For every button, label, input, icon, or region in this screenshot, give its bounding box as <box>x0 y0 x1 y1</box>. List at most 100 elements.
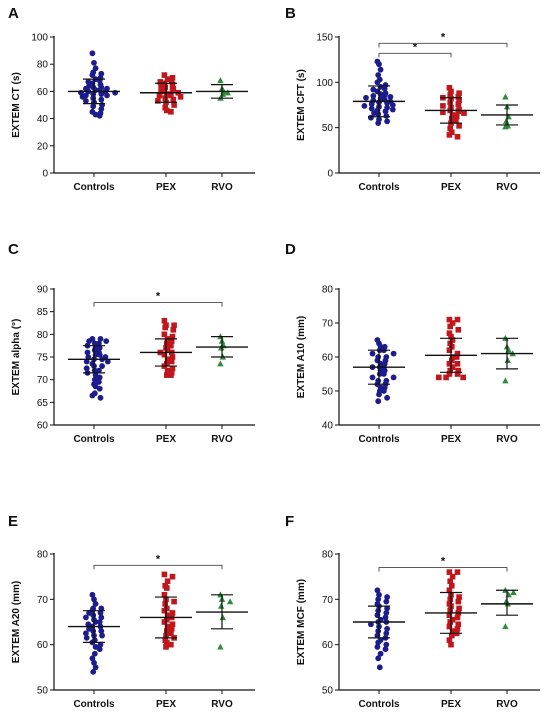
data-point <box>162 324 168 331</box>
data-point <box>454 350 461 357</box>
data-point <box>453 354 460 360</box>
data-point <box>91 59 97 66</box>
data-point <box>86 338 92 345</box>
data-point <box>169 365 176 372</box>
y-tick-label: 70 <box>37 595 49 606</box>
data-point <box>446 637 453 643</box>
data-point <box>368 101 375 107</box>
data-point <box>85 354 92 360</box>
data-point <box>375 607 382 614</box>
data-point <box>164 623 171 630</box>
category-label: Controls <box>358 434 400 445</box>
significance-star: * <box>441 31 446 43</box>
data-point <box>449 112 456 118</box>
data-point <box>361 103 368 109</box>
data-point <box>454 626 461 632</box>
data-point <box>456 123 462 129</box>
data-point <box>96 345 103 351</box>
data-point <box>449 632 455 639</box>
data-point <box>446 569 453 575</box>
data-point <box>170 327 177 333</box>
data-point <box>384 594 390 600</box>
data-point <box>168 338 175 344</box>
data-point <box>161 87 168 93</box>
data-point <box>168 342 174 349</box>
data-point <box>384 394 390 401</box>
data-point <box>446 623 453 630</box>
data-point <box>90 668 97 675</box>
data-point <box>446 330 453 336</box>
data-point <box>502 93 509 100</box>
data-point <box>446 587 453 594</box>
category-label: RVO <box>496 434 518 445</box>
category-label: Controls <box>73 434 115 445</box>
y-tick-label: 60 <box>37 640 49 651</box>
data-point <box>96 385 103 392</box>
data-point <box>375 120 382 127</box>
data-point <box>447 99 453 106</box>
data-point <box>97 335 104 342</box>
data-point <box>155 98 161 104</box>
data-point <box>446 316 453 323</box>
data-point <box>448 641 454 648</box>
data-point <box>96 351 103 358</box>
data-point <box>99 363 105 369</box>
data-point <box>169 610 176 616</box>
data-point <box>83 365 90 372</box>
data-point <box>382 108 389 115</box>
data-point <box>375 72 382 78</box>
y-tick-label: 0 <box>42 169 48 180</box>
significance-star: * <box>413 41 418 53</box>
data-point <box>449 115 455 122</box>
data-point <box>454 371 461 377</box>
significance-star: * <box>441 556 446 568</box>
category-label: PEX <box>156 434 176 445</box>
panel-e: E 50 60 70 80 EXTEM A20 (mm) Controls PEX RVO * <box>8 513 255 710</box>
data-point <box>224 89 231 96</box>
data-point <box>169 87 176 93</box>
data-point <box>171 322 177 329</box>
data-point <box>164 372 170 378</box>
data-point <box>381 371 387 377</box>
y-tick-label: 80 <box>37 60 49 71</box>
significance-bracket <box>93 564 223 570</box>
data-point <box>390 374 397 381</box>
data-point <box>163 644 169 650</box>
data-point <box>170 96 177 103</box>
data-point <box>83 634 90 641</box>
category-label: Controls <box>358 182 400 193</box>
data-point <box>377 650 384 657</box>
data-point <box>440 103 446 109</box>
data-point <box>436 374 442 381</box>
panel-letter: F <box>285 513 294 530</box>
data-point <box>97 610 104 616</box>
category-label: PEX <box>156 182 176 193</box>
panel-c: C 60 65 70 75 80 85 90 EXTEM alpha (°) Controls PE… <box>8 241 255 445</box>
data-point <box>376 591 382 598</box>
y-tick-label: 0 <box>327 169 333 180</box>
data-point <box>91 596 97 603</box>
data-point <box>456 594 462 600</box>
data-point <box>375 596 382 603</box>
data-point <box>161 571 168 578</box>
category-label: PEX <box>441 699 461 710</box>
data-point <box>449 582 455 589</box>
data-point <box>91 367 98 374</box>
data-point <box>104 92 110 99</box>
data-point <box>83 358 90 365</box>
data-point <box>91 659 97 666</box>
y-axis-title: EXTEM A20 (mm) <box>11 581 22 663</box>
significance-bracket <box>93 302 223 307</box>
data-point <box>168 358 175 365</box>
data-point <box>83 614 89 621</box>
y-tick-label: 80 <box>37 330 49 341</box>
data-point <box>164 628 170 634</box>
data-point <box>389 106 396 113</box>
data-point <box>376 61 382 68</box>
category-label: PEX <box>441 434 461 445</box>
data-point <box>91 340 98 347</box>
y-axis-title: EXTEM A10 (mm) <box>296 316 307 398</box>
data-point <box>377 66 384 73</box>
data-point <box>158 83 164 89</box>
